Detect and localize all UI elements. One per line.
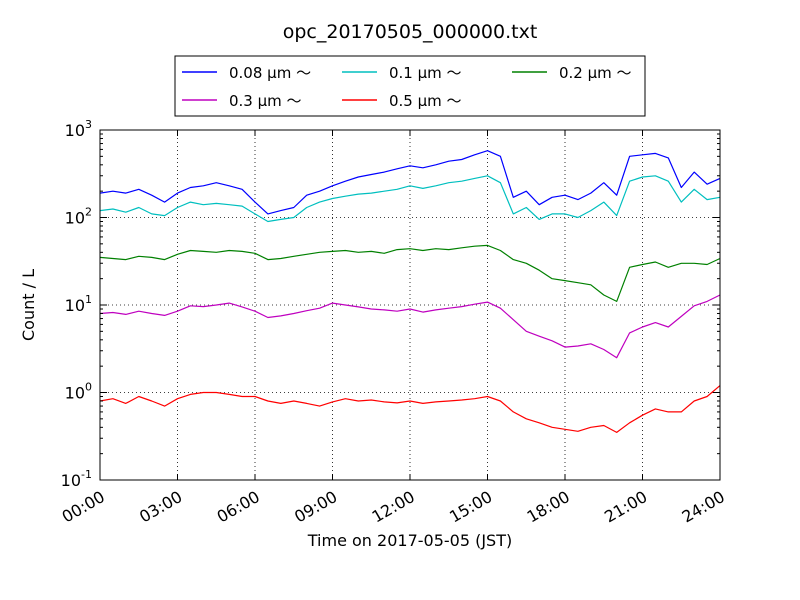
axis-ticks [99,129,721,481]
legend: 0.08 μm ～ 0.1 μm ～ 0.2 μm ～ 0.3 μm ～ 0.5 μm … [174,55,646,117]
y-tick-label: 103 [65,118,92,140]
legend-box [174,55,646,117]
x-tick-label: 24:00 [679,487,728,527]
series-line-1 [99,175,721,223]
y-tick-label: 102 [65,206,92,228]
x-tick-label: 12:00 [369,487,418,527]
x-tick-label: 15:00 [446,487,495,527]
x-tick-label: 18:00 [524,487,573,527]
chart-title: opc_20170505_000000.txt [283,21,538,43]
legend-label-3: 0.3 μm ～ [229,92,302,110]
y-tick-label: 10-1 [61,468,92,490]
legend-label-2: 0.2 μm ～ [559,64,632,82]
y-axis-label: Count / L [19,269,38,341]
x-tick-label: 21:00 [601,487,650,527]
grid [100,130,720,480]
x-tick-label: 00:00 [59,487,108,527]
series-line-4 [99,385,721,433]
y-tick-label: 101 [65,293,92,315]
series-layer [99,150,721,433]
x-tick-label: 09:00 [291,487,340,527]
series-line-3 [99,294,721,359]
legend-label-1: 0.1 μm ～ [389,64,462,82]
series-line-0 [99,150,721,215]
x-tick-label: 03:00 [136,487,185,527]
series-line-2 [99,244,721,302]
x-tick-labels: 00:00 03:00 06:00 09:00 12:00 15:00 18:00 21:00… [59,487,728,527]
legend-label-0: 0.08 μm ～ [229,64,311,82]
x-axis-label: Time on 2017-05-05 (JST) [307,531,512,550]
x-tick-label: 06:00 [214,487,263,527]
legend-label-4: 0.5 μm ～ [389,92,462,110]
y-tick-label: 100 [65,381,92,403]
y-tick-labels: 10-1 100 101 102 103 [61,118,92,490]
